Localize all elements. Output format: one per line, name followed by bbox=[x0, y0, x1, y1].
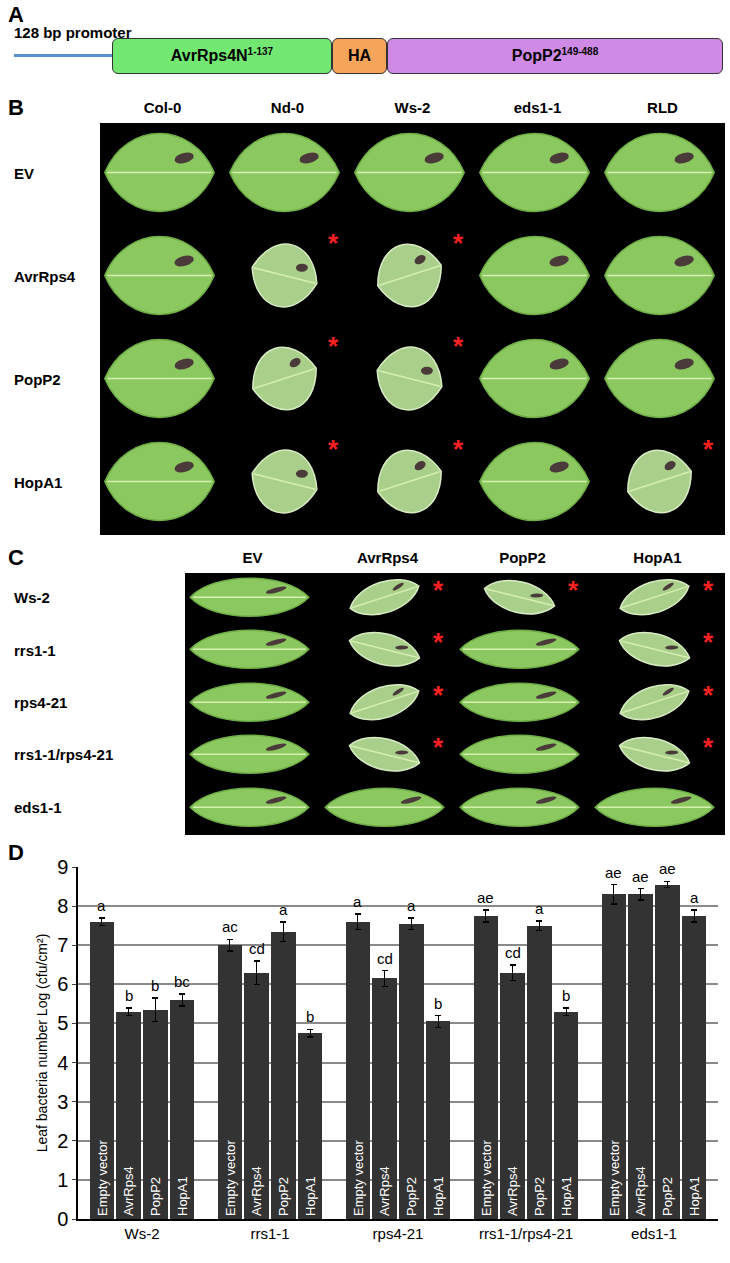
html-text:C: C bbox=[8, 545, 24, 570]
html-text:A: A bbox=[8, 2, 24, 27]
svg-text:Empty vector: Empty vector bbox=[223, 1139, 238, 1216]
html-text:Col-0: Col-0 bbox=[143, 99, 182, 116]
html-text:rrs1-1/rps4-21: rrs1-1/rps4-21 bbox=[14, 746, 114, 764]
html-text:Nd-0: Nd-0 bbox=[270, 99, 305, 116]
svg-text:Empty vector: Empty vector bbox=[607, 1139, 622, 1216]
html-text:B: B bbox=[8, 95, 24, 120]
html-text:D: D bbox=[8, 840, 24, 865]
svg-text:7: 7 bbox=[57, 934, 68, 956]
svg-text:a: a bbox=[690, 889, 699, 906]
html-text:EV: EV bbox=[14, 164, 34, 182]
svg-text:6: 6 bbox=[57, 973, 68, 995]
svg-text:b: b bbox=[434, 995, 442, 1012]
html-text:PopP2: PopP2 bbox=[511, 47, 562, 65]
svg-text:AvrRps4: AvrRps4 bbox=[377, 1166, 392, 1216]
html-text:eds1-1: eds1-1 bbox=[14, 798, 62, 816]
html-text:PopP2: PopP2 bbox=[499, 549, 546, 566]
svg-text:ac: ac bbox=[222, 918, 238, 935]
svg-text:0: 0 bbox=[57, 1208, 68, 1230]
svg-text:a: a bbox=[353, 893, 362, 910]
html-text:HopA1: HopA1 bbox=[14, 473, 63, 491]
svg-text:HopA1: HopA1 bbox=[431, 1176, 446, 1216]
html-text:RLD: RLD bbox=[647, 99, 678, 116]
svg-text:HopA1: HopA1 bbox=[303, 1176, 318, 1216]
svg-text:cd: cd bbox=[377, 950, 393, 967]
svg-text:PopP2: PopP2 bbox=[660, 1177, 675, 1216]
html-text:149-488: 149-488 bbox=[561, 46, 599, 58]
svg-text:HopA1: HopA1 bbox=[175, 1176, 190, 1216]
svg-text:8: 8 bbox=[57, 895, 68, 917]
html-text:EV: EV bbox=[242, 549, 263, 566]
svg-text:b: b bbox=[151, 977, 159, 994]
svg-text:ae: ae bbox=[659, 860, 676, 877]
html-text:rps4-21: rps4-21 bbox=[14, 694, 68, 711]
html-text:128 bp promoter: 128 bp promoter bbox=[14, 24, 132, 41]
svg-text:1: 1 bbox=[57, 1169, 68, 1191]
svg-text:PopP2: PopP2 bbox=[276, 1177, 291, 1216]
html-text:rrs1-1: rrs1-1 bbox=[14, 641, 56, 659]
svg-text:rrs1-1: rrs1-1 bbox=[250, 1225, 289, 1242]
svg-text:eds1-1: eds1-1 bbox=[631, 1225, 677, 1242]
svg-text:b: b bbox=[562, 987, 570, 1004]
svg-text:5: 5 bbox=[57, 1012, 68, 1034]
svg-text:a: a bbox=[535, 900, 544, 917]
svg-text:PopP2: PopP2 bbox=[404, 1177, 419, 1216]
html-text:HA: HA bbox=[347, 47, 371, 64]
svg-text:b: b bbox=[306, 1008, 314, 1025]
html-text:eds1-1: eds1-1 bbox=[513, 99, 562, 116]
html-text:AvrRps4: AvrRps4 bbox=[356, 549, 419, 566]
html-text:AvrRps4N1-137: AvrRps4N1-137 bbox=[170, 46, 274, 65]
svg-text:AvrRps4: AvrRps4 bbox=[633, 1166, 648, 1216]
svg-text:rps4-21: rps4-21 bbox=[373, 1225, 424, 1242]
svg-text:AvrRps4: AvrRps4 bbox=[121, 1166, 136, 1216]
svg-text:ae: ae bbox=[632, 868, 649, 885]
svg-text:9: 9 bbox=[57, 856, 68, 878]
svg-text:3: 3 bbox=[57, 1091, 68, 1113]
svg-text:cd: cd bbox=[249, 940, 265, 957]
svg-text:Ws-2: Ws-2 bbox=[125, 1225, 160, 1242]
svg-text:ae: ae bbox=[477, 889, 494, 906]
html-text:Ws-2: Ws-2 bbox=[14, 589, 50, 607]
svg-text:a: a bbox=[97, 897, 106, 914]
svg-text:AvrRps4: AvrRps4 bbox=[249, 1166, 264, 1216]
svg-text:a: a bbox=[279, 901, 288, 918]
svg-text:cd: cd bbox=[505, 944, 521, 961]
html-text:Ws-2: Ws-2 bbox=[394, 99, 431, 116]
svg-text:2: 2 bbox=[57, 1130, 68, 1152]
svg-text:ae: ae bbox=[605, 864, 622, 881]
html-text:AvrRps4: AvrRps4 bbox=[14, 267, 76, 285]
svg-text:b: b bbox=[125, 987, 133, 1004]
svg-text:HopA1: HopA1 bbox=[687, 1176, 702, 1216]
svg-text:AvrRps4: AvrRps4 bbox=[505, 1166, 520, 1216]
html-text:HopA1: HopA1 bbox=[633, 549, 682, 566]
svg-text:Empty vector: Empty vector bbox=[95, 1139, 110, 1216]
svg-text:HopA1: HopA1 bbox=[559, 1176, 574, 1216]
svg-text:Empty vector: Empty vector bbox=[479, 1139, 494, 1216]
svg-text:a: a bbox=[407, 897, 416, 914]
svg-text:PopP2: PopP2 bbox=[532, 1177, 547, 1216]
svg-text:rrs1-1/rps4-21: rrs1-1/rps4-21 bbox=[479, 1225, 573, 1242]
svg-text:4: 4 bbox=[57, 1052, 68, 1074]
svg-text:bc: bc bbox=[174, 973, 190, 990]
svg-text:Empty vector: Empty vector bbox=[351, 1139, 366, 1216]
svg-text:PopP2: PopP2 bbox=[148, 1177, 163, 1216]
html-text:PopP2: PopP2 bbox=[14, 370, 61, 388]
svg-text:Leaf bacteria number Log (cfu/: Leaf bacteria number Log (cfu/cm²) bbox=[34, 934, 50, 1153]
